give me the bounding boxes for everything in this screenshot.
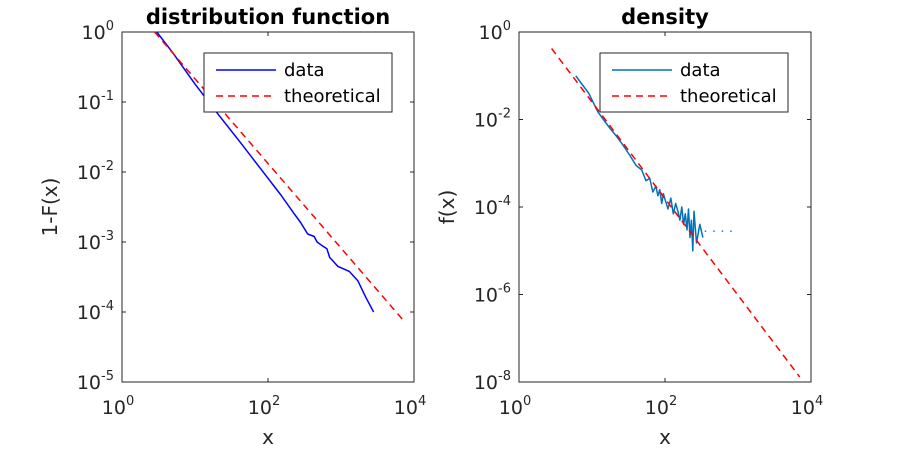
x-tick-label: 102 — [645, 394, 677, 419]
y-tick-label: 10-8 — [474, 369, 511, 394]
y-tick-exponent: -1 — [101, 89, 114, 104]
x-tick-label: 100 — [102, 394, 134, 419]
y-tick-label: 10-4 — [77, 299, 114, 324]
x-axis-label: x — [659, 425, 671, 449]
y-tick-exponent: -5 — [101, 369, 114, 384]
legend-label-data: data — [284, 60, 325, 81]
x-tick-base: 10 — [499, 397, 523, 419]
y-tick-label: 10-2 — [474, 107, 511, 132]
x-tick-exponent: 0 — [523, 394, 531, 409]
x-tick-exponent: 0 — [126, 394, 134, 409]
y-tick-exponent: -4 — [498, 194, 511, 209]
y-tick-exponent: -2 — [498, 107, 511, 122]
y-tick-exponent: -4 — [101, 299, 114, 314]
series-layer — [551, 48, 801, 378]
x-tick-exponent: 2 — [669, 394, 677, 409]
y-tick-exponent: 0 — [106, 19, 114, 34]
chart-title: distribution function — [146, 5, 390, 29]
y-tick-base: 10 — [77, 232, 101, 254]
x-tick-exponent: 4 — [418, 394, 426, 409]
y-tick-exponent: 0 — [503, 19, 511, 34]
legend-box — [599, 52, 789, 113]
y-tick-base: 10 — [77, 302, 101, 324]
y-tick-exponent: -2 — [101, 159, 114, 174]
y-tick-base: 10 — [82, 22, 106, 44]
y-tick-label: 10-6 — [474, 282, 511, 307]
x-tick-label: 104 — [791, 394, 823, 419]
y-tick-label: 10-3 — [77, 229, 114, 254]
series-layer — [154, 31, 404, 321]
y-tick-exponent: -6 — [498, 282, 511, 297]
y-tick-label: 10-1 — [77, 89, 114, 114]
y-tick-label: 100 — [479, 19, 511, 44]
series-line-theoretical — [154, 31, 404, 321]
legend-label-data: data — [680, 60, 721, 81]
y-tick-base: 10 — [77, 162, 101, 184]
y-tick-base: 10 — [474, 197, 498, 219]
y-tick-base: 10 — [479, 22, 503, 44]
x-tick-label: 100 — [499, 394, 531, 419]
x-tick-base: 10 — [102, 397, 126, 419]
x-tick-label: 102 — [248, 394, 280, 419]
x-tick-base: 10 — [248, 397, 272, 419]
y-tick-base: 10 — [77, 92, 101, 114]
legend: data theoretical — [599, 52, 789, 113]
x-tick-exponent: 4 — [815, 394, 823, 409]
x-tick-base: 10 — [645, 397, 669, 419]
series-line-data — [156, 31, 375, 313]
legend-box — [203, 52, 393, 113]
legend-label-theoretical: theoretical — [284, 86, 381, 107]
y-tick-base: 10 — [474, 285, 498, 307]
y-axis-label: f(x) — [435, 190, 459, 224]
series-line-theoretical — [551, 48, 801, 378]
y-axis-label: 1-F(x) — [38, 178, 62, 237]
x-tick-base: 10 — [791, 397, 815, 419]
x-tick-label: 104 — [394, 394, 426, 419]
panel-distribution-function: distribution function 100 102 10410010-110… — [38, 5, 426, 449]
x-tick-base: 10 — [394, 397, 418, 419]
legend: data theoretical — [203, 52, 393, 113]
chart-title: density — [621, 5, 709, 29]
x-tick-exponent: 2 — [272, 394, 280, 409]
y-tick-base: 10 — [474, 110, 498, 132]
y-tick-label: 10-5 — [77, 369, 114, 394]
legend-label-theoretical: theoretical — [680, 86, 777, 107]
y-tick-base: 10 — [474, 372, 498, 394]
y-tick-label: 100 — [82, 19, 114, 44]
y-tick-exponent: -8 — [498, 369, 511, 384]
y-tick-label: 10-4 — [474, 194, 511, 219]
x-axis-label: x — [262, 425, 274, 449]
y-tick-exponent: -3 — [101, 229, 114, 244]
y-tick-base: 10 — [77, 372, 101, 394]
y-tick-label: 10-2 — [77, 159, 114, 184]
